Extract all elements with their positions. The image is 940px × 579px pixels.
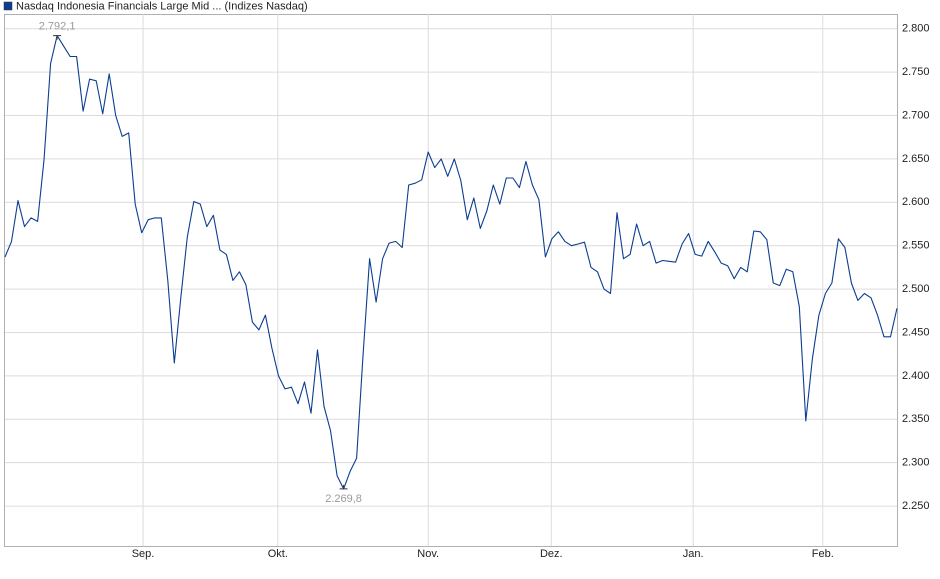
y-tick-label: 2.750 [902, 66, 930, 78]
y-tick-label: 2.700 [902, 109, 930, 121]
annotation-marker [53, 35, 62, 40]
x-tick-label: Okt. [268, 548, 288, 560]
legend-swatch [3, 1, 13, 11]
annotation-marker [339, 484, 348, 490]
y-tick-label: 2.500 [902, 283, 930, 295]
price-line [4, 35, 898, 490]
y-tick-label: 2.300 [902, 457, 930, 469]
y-tick-label: 2.650 [902, 153, 930, 165]
x-tick-label: Sep. [132, 548, 155, 560]
y-tick-label: 2.400 [902, 370, 930, 382]
x-tick-label: Jan. [683, 548, 704, 560]
x-tick-label: Feb. [812, 548, 834, 560]
annotation-label: 2.792,1 [39, 21, 76, 33]
y-tick-label: 2.550 [902, 240, 930, 252]
y-tick-label: 2.350 [902, 413, 930, 425]
x-tick-label: Dez. [540, 548, 563, 560]
x-tick-label: Nov. [417, 548, 439, 560]
y-tick-label: 2.800 [902, 23, 930, 35]
y-tick-label: 2.600 [902, 196, 930, 208]
y-tick-label: 2.450 [902, 326, 930, 338]
y-tick-label: 2.250 [902, 500, 930, 512]
annotation-label: 2.269,8 [325, 493, 362, 505]
legend-label: Nasdaq Indonesia Financials Large Mid ..… [16, 0, 308, 12]
plot-frame [4, 14, 898, 547]
